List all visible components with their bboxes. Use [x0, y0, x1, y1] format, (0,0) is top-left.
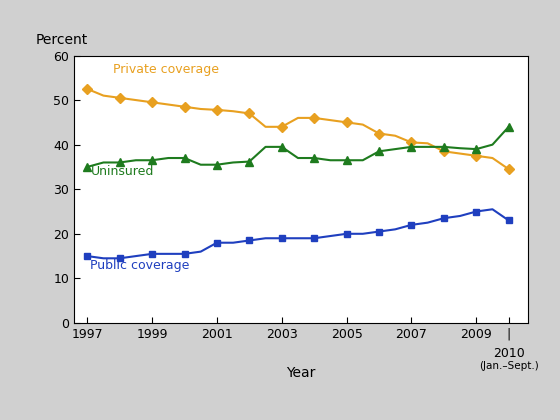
- Text: 2010: 2010: [493, 347, 525, 360]
- Text: Uninsured: Uninsured: [91, 165, 154, 178]
- Text: Percent: Percent: [36, 34, 88, 47]
- Text: Public coverage: Public coverage: [91, 259, 190, 272]
- Text: (Jan.–Sept.): (Jan.–Sept.): [479, 361, 539, 371]
- X-axis label: Year: Year: [287, 366, 316, 380]
- Text: Private coverage: Private coverage: [113, 63, 219, 76]
